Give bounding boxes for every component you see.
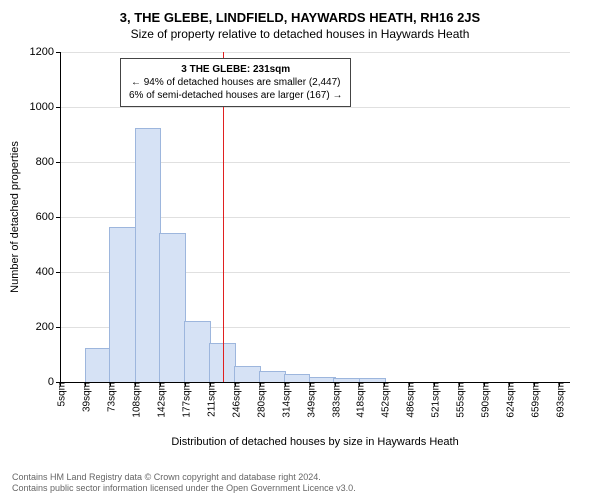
x-tick-label: 314sqm	[277, 382, 292, 418]
footer-line: Contains HM Land Registry data © Crown c…	[12, 472, 356, 483]
histogram-bar	[109, 227, 136, 382]
callout-box: 3 THE GLEBE: 231sqm← 94% of detached hou…	[120, 58, 351, 107]
x-tick-label: 624sqm	[502, 382, 517, 418]
y-tick-label: 1200	[14, 46, 60, 58]
x-tick-label: 659sqm	[527, 382, 542, 418]
histogram-bar	[159, 233, 186, 383]
x-tick-label: 349sqm	[302, 382, 317, 418]
histogram-bar	[234, 366, 261, 382]
plot-region: 0200400600800100012005sqm39sqm73sqm108sq…	[60, 52, 570, 382]
x-tick-label: 108sqm	[127, 382, 142, 418]
x-tick-label: 177sqm	[177, 382, 192, 418]
callout-line: 6% of semi-detached houses are larger (1…	[129, 89, 342, 102]
x-tick-label: 383sqm	[327, 382, 342, 418]
y-tick-label: 200	[14, 321, 60, 333]
x-tick-label: 693sqm	[552, 382, 567, 418]
x-tick-label: 142sqm	[152, 382, 167, 418]
y-tick-label: 600	[14, 211, 60, 223]
x-tick-label: 555sqm	[452, 382, 467, 418]
callout-title: 3 THE GLEBE: 231sqm	[129, 63, 342, 76]
x-axis-line	[60, 382, 570, 383]
chart-title-main: 3, THE GLEBE, LINDFIELD, HAYWARDS HEATH,…	[0, 0, 600, 25]
x-tick-label: 590sqm	[477, 382, 492, 418]
y-tick-label: 400	[14, 266, 60, 278]
x-axis-title: Distribution of detached houses by size …	[60, 436, 570, 448]
x-tick-label: 73sqm	[102, 382, 117, 412]
histogram-bar	[85, 348, 112, 382]
x-tick-label: 452sqm	[377, 382, 392, 418]
x-tick-label: 280sqm	[252, 382, 267, 418]
x-tick-label: 521sqm	[427, 382, 442, 418]
footer-attribution: Contains HM Land Registry data © Crown c…	[12, 472, 356, 495]
y-tick-label: 800	[14, 156, 60, 168]
x-tick-label: 211sqm	[202, 382, 217, 417]
grid-line	[60, 52, 570, 53]
x-tick-label: 246sqm	[227, 382, 242, 418]
y-tick-label: 1000	[14, 101, 60, 113]
histogram-bar	[259, 371, 286, 382]
x-tick-label: 39sqm	[77, 382, 92, 412]
chart-container: 3, THE GLEBE, LINDFIELD, HAYWARDS HEATH,…	[0, 0, 600, 500]
histogram-bar	[209, 343, 236, 383]
callout-line: ← 94% of detached houses are smaller (2,…	[129, 76, 342, 89]
x-tick-label: 486sqm	[402, 382, 417, 418]
grid-line	[60, 107, 570, 108]
footer-line: Contains public sector information licen…	[12, 483, 356, 494]
histogram-bar	[284, 374, 311, 382]
histogram-bar	[135, 128, 162, 382]
chart-title-sub: Size of property relative to detached ho…	[0, 25, 600, 41]
y-axis-line	[60, 52, 61, 382]
histogram-bar	[184, 321, 211, 383]
x-tick-label: 418sqm	[352, 382, 367, 418]
